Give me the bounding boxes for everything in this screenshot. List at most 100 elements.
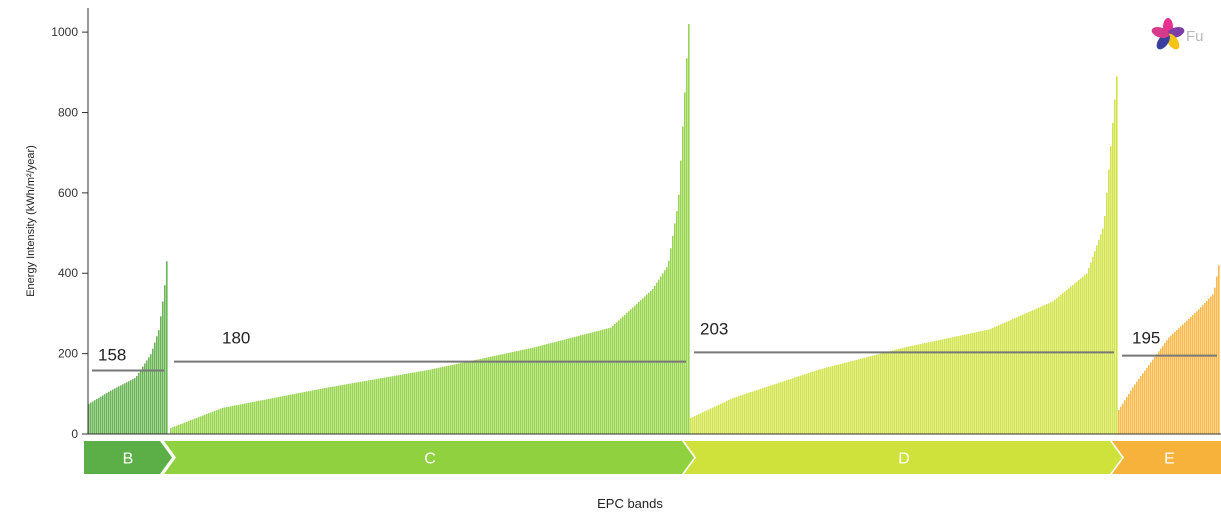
bar bbox=[912, 345, 914, 434]
bar bbox=[978, 331, 980, 434]
bar bbox=[104, 394, 106, 434]
bar bbox=[444, 366, 446, 434]
bar bbox=[766, 386, 768, 434]
brand-logo: Fu bbox=[1151, 18, 1204, 50]
bar bbox=[348, 383, 350, 434]
bar bbox=[656, 282, 658, 434]
bar bbox=[1198, 309, 1200, 434]
bar bbox=[1058, 296, 1060, 434]
bar bbox=[784, 380, 786, 434]
bar bbox=[436, 368, 438, 434]
bar bbox=[296, 393, 298, 434]
bar bbox=[508, 352, 510, 434]
bar bbox=[1204, 302, 1206, 434]
bar bbox=[946, 338, 948, 434]
bar bbox=[248, 402, 250, 434]
bar bbox=[96, 399, 98, 434]
bar bbox=[260, 400, 262, 434]
bar bbox=[518, 350, 520, 434]
bar bbox=[304, 391, 306, 434]
bar bbox=[216, 410, 218, 434]
bar bbox=[660, 276, 662, 434]
bar bbox=[452, 364, 454, 434]
bar bbox=[642, 298, 644, 434]
bar bbox=[422, 370, 424, 434]
bar bbox=[788, 379, 790, 434]
bar bbox=[382, 377, 384, 434]
bar bbox=[984, 330, 986, 434]
bar bbox=[786, 380, 788, 434]
mean-value-label: 195 bbox=[1132, 329, 1160, 348]
mean-value-label: 158 bbox=[98, 346, 126, 365]
bar bbox=[568, 338, 570, 434]
bar bbox=[370, 379, 372, 434]
bar bbox=[204, 414, 206, 434]
bar bbox=[686, 58, 688, 434]
bar bbox=[992, 327, 994, 434]
bar bbox=[274, 397, 276, 434]
bar bbox=[186, 421, 188, 434]
bar bbox=[222, 407, 224, 434]
bar bbox=[690, 417, 692, 434]
bar bbox=[466, 361, 468, 434]
bar bbox=[454, 364, 456, 434]
bar bbox=[160, 316, 162, 434]
bar bbox=[88, 403, 90, 434]
bar bbox=[684, 92, 686, 435]
bar bbox=[98, 397, 100, 434]
bar bbox=[90, 402, 92, 434]
bar bbox=[1138, 378, 1140, 434]
bar bbox=[420, 371, 422, 434]
bar bbox=[1136, 381, 1138, 434]
bar bbox=[670, 248, 672, 434]
bar bbox=[244, 403, 246, 434]
bar bbox=[482, 358, 484, 434]
bar bbox=[1178, 328, 1180, 434]
bar bbox=[672, 235, 674, 434]
bar bbox=[408, 373, 410, 434]
bar bbox=[326, 387, 328, 434]
bar bbox=[1140, 376, 1142, 434]
mean-value-label: 180 bbox=[222, 329, 250, 348]
bar bbox=[854, 360, 856, 434]
bar bbox=[604, 329, 606, 434]
bar bbox=[166, 261, 168, 434]
bar bbox=[740, 395, 742, 434]
bar bbox=[1100, 234, 1102, 434]
bar bbox=[734, 397, 736, 434]
bar bbox=[1124, 400, 1126, 434]
bar bbox=[1134, 384, 1136, 434]
bar bbox=[106, 393, 108, 434]
bar bbox=[804, 374, 806, 434]
bar bbox=[428, 369, 430, 434]
bar bbox=[212, 411, 214, 434]
bar bbox=[1150, 362, 1152, 434]
bar bbox=[140, 369, 142, 434]
bars-group bbox=[88, 24, 1220, 435]
bar bbox=[1104, 215, 1106, 434]
bar bbox=[574, 336, 576, 434]
bar bbox=[578, 335, 580, 434]
bar bbox=[1064, 291, 1066, 434]
bar bbox=[498, 354, 500, 434]
bar bbox=[158, 330, 160, 434]
bar bbox=[774, 384, 776, 434]
bar bbox=[1040, 306, 1042, 434]
bar bbox=[1016, 317, 1018, 434]
bar bbox=[132, 379, 134, 434]
bar bbox=[606, 328, 608, 434]
bar bbox=[1110, 146, 1112, 434]
bar bbox=[414, 372, 416, 434]
bar bbox=[192, 419, 194, 434]
bar bbox=[664, 270, 666, 434]
bar bbox=[1036, 308, 1038, 434]
bar bbox=[616, 322, 618, 434]
bar bbox=[460, 363, 462, 434]
bar bbox=[368, 380, 370, 434]
bar bbox=[758, 389, 760, 434]
bar bbox=[1074, 283, 1076, 434]
bar bbox=[246, 403, 248, 434]
bar bbox=[292, 394, 294, 434]
bar bbox=[932, 341, 934, 434]
bar bbox=[910, 346, 912, 434]
